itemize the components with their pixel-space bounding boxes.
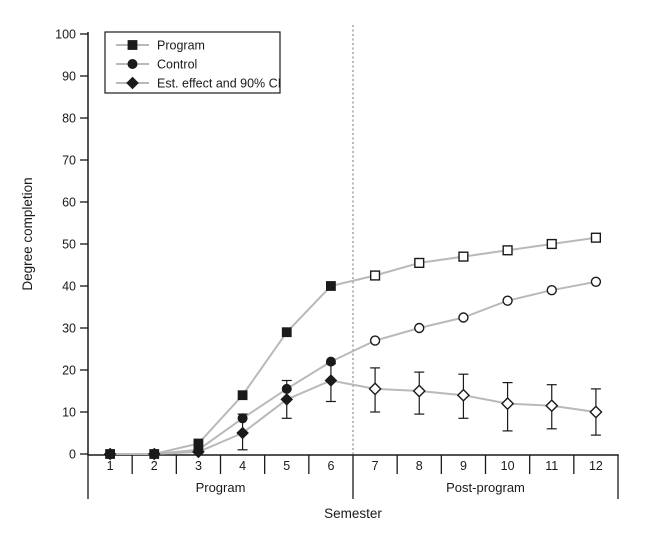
est-effect-and-90-ci-marker <box>280 393 294 406</box>
est-effect-and-90-ci-marker <box>236 426 249 440</box>
program-marker <box>369 270 381 281</box>
est-effect-and-90-ci-marker <box>500 397 515 411</box>
control-marker <box>369 335 381 346</box>
program-marker <box>326 281 336 291</box>
x-axis-title: Semester <box>324 506 382 521</box>
x-tick-label: 7 <box>372 459 379 473</box>
est-effect-and-90-ci-line <box>110 379 597 455</box>
control-marker <box>458 312 469 323</box>
control-marker <box>237 413 248 424</box>
control-marker <box>414 322 425 334</box>
y-tick-label: 100 <box>55 27 76 41</box>
x-tick-label: 5 <box>283 459 290 473</box>
est-effect-and-90-ci-marker <box>412 384 426 398</box>
est-effect-and-90-ci-marker <box>368 382 382 396</box>
legend-marker-square <box>127 40 138 50</box>
program-marker <box>458 251 469 262</box>
y-tick-label: 90 <box>62 69 76 83</box>
est-effect-and-90-ci-marker <box>103 447 117 461</box>
est-effect-and-90-ci-marker <box>589 405 603 419</box>
legend-label-control: Control <box>157 57 197 71</box>
x-tick-label: 12 <box>589 459 603 473</box>
x-tick-label: 9 <box>460 459 467 473</box>
control-marker <box>502 295 513 306</box>
x-tick-label: 4 <box>239 459 246 473</box>
program-marker <box>281 327 292 338</box>
y-tick-label: 40 <box>62 279 76 293</box>
control-marker <box>325 356 336 367</box>
legend-label-est-effect-and-90-ci: Est. effect and 90% CI <box>157 76 281 90</box>
x-tick-label: 10 <box>501 459 515 473</box>
x-tick-label: 1 <box>107 459 114 473</box>
x-group-label-post-program: Post-program <box>446 480 525 495</box>
est-effect-and-90-ci-marker <box>456 388 471 402</box>
legend-marker-diamond <box>126 76 139 90</box>
x-group-label-program: Program <box>196 480 246 495</box>
control-marker <box>281 383 292 394</box>
program-marker <box>502 245 513 256</box>
control-line <box>110 280 597 455</box>
program-marker <box>414 257 425 269</box>
est-effect-and-90-ci-marker <box>147 447 161 461</box>
y-tick-label: 50 <box>62 237 76 251</box>
y-tick-label: 10 <box>62 405 76 419</box>
program-line <box>110 236 597 455</box>
y-tick-label: 0 <box>69 447 76 461</box>
x-tick-label: 3 <box>195 459 202 473</box>
est-effect-and-90-ci-marker <box>545 399 559 413</box>
y-tick-label: 70 <box>62 153 76 167</box>
control-marker <box>546 285 557 296</box>
legend-marker-circle <box>127 59 138 69</box>
y-tick-label: 30 <box>62 321 76 335</box>
y-axis-title: Degree completion <box>20 177 35 290</box>
y-tick-label: 80 <box>62 111 76 125</box>
est-effect-and-90-ci-marker <box>192 445 205 459</box>
y-tick-label: 20 <box>62 363 76 377</box>
x-tick-label: 6 <box>327 459 334 473</box>
legend-label-program: Program <box>157 38 205 52</box>
control-marker <box>590 276 602 287</box>
x-tick-label: 11 <box>545 459 558 473</box>
x-tick-label: 2 <box>151 459 158 473</box>
program-marker <box>590 232 602 243</box>
x-tick-label: 8 <box>416 459 423 473</box>
y-tick-label: 60 <box>62 195 76 209</box>
program-marker <box>546 238 557 250</box>
program-marker <box>237 390 248 401</box>
est-effect-and-90-ci-marker <box>324 374 338 387</box>
